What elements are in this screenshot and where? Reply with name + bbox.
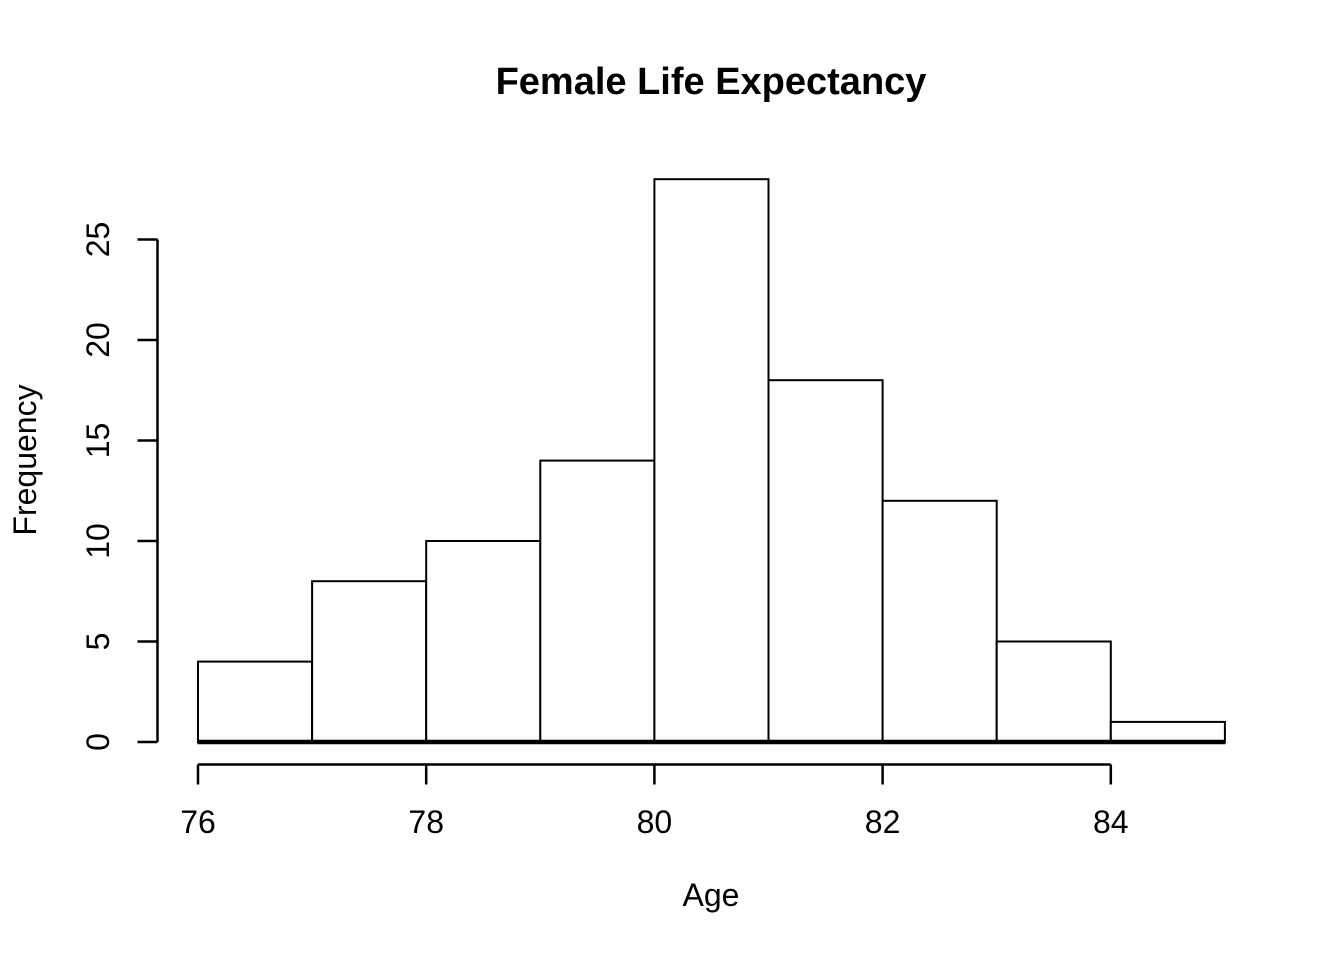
- y-tick-label: 10: [80, 523, 116, 559]
- y-tick-label: 15: [80, 423, 116, 459]
- x-tick-label: 84: [1093, 804, 1129, 840]
- histogram-bar: [881, 499, 998, 743]
- y-tick-label: 0: [80, 733, 116, 751]
- chart-title: Female Life Expectancy: [496, 61, 927, 103]
- histogram-bar: [767, 379, 884, 743]
- y-tick-label: 5: [80, 633, 116, 651]
- y-axis-label: Frequency: [7, 384, 43, 535]
- x-tick-label: 76: [180, 804, 216, 840]
- histogram-bar: [1109, 720, 1226, 744]
- x-axis-label: Age: [683, 877, 740, 913]
- histogram-bar: [653, 178, 770, 743]
- histogram-bar: [197, 660, 314, 743]
- x-axis: 76 78 80 82 84: [180, 763, 1129, 840]
- x-tick-label: 80: [637, 804, 673, 840]
- histogram-bar: [425, 540, 542, 743]
- x-tick-label: 78: [408, 804, 444, 840]
- y-tick-label: 25: [80, 222, 116, 258]
- histogram-bar: [995, 640, 1112, 743]
- histogram-bar: [539, 459, 656, 743]
- x-tick-label: 82: [865, 804, 901, 840]
- histogram-bar: [311, 580, 428, 744]
- bars: [197, 178, 1226, 745]
- y-axis: 0 5 10 15 20 25: [80, 222, 159, 751]
- y-tick-label: 20: [80, 322, 116, 358]
